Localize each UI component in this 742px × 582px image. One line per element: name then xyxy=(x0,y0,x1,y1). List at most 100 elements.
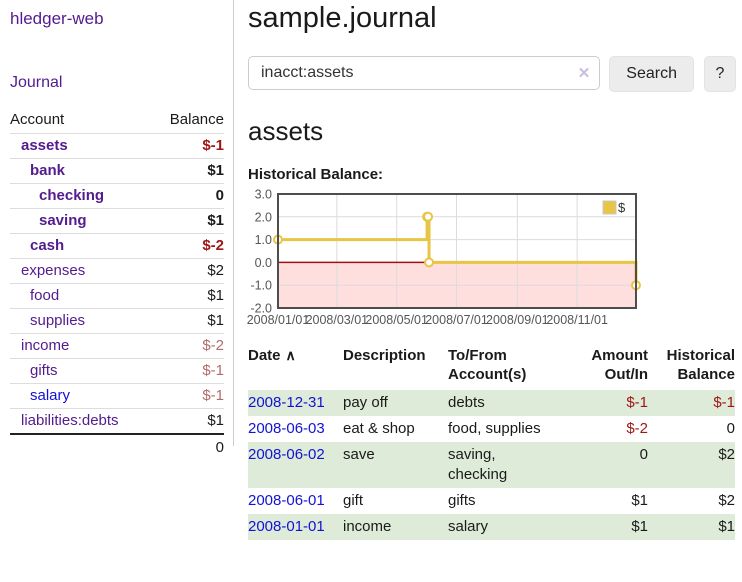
accounts-body: assets $-1 bank $1 checking 0 saving $1 cash $-2 e… xyxy=(10,133,224,434)
transaction-date-link[interactable]: 2008-06-03 xyxy=(248,420,325,437)
y-axis-tick-label: 3.0 xyxy=(255,188,272,202)
x-axis-tick-label: 2008/05/01 xyxy=(365,313,428,327)
search-input[interactable] xyxy=(248,56,601,90)
account-balance: $-1 xyxy=(152,358,224,384)
register-col-description: Description xyxy=(343,346,448,390)
account-row: income $-2 xyxy=(10,333,224,359)
register-header-row: Date ∧ Description To/From Account(s) Amount O… xyxy=(248,346,735,390)
account-row: supplies $1 xyxy=(10,308,224,334)
sidebar-account-assets[interactable]: assets xyxy=(21,137,68,154)
sidebar-account-checking[interactable]: checking xyxy=(39,187,105,204)
transaction-amount: $-2 xyxy=(626,420,648,437)
account-balance: $1 xyxy=(152,308,224,334)
data-point-marker xyxy=(424,257,435,268)
transaction-balance: $1 xyxy=(718,518,735,535)
transaction-balance: $-1 xyxy=(713,394,735,411)
x-axis-tick-label: 2008/03/01 xyxy=(306,313,369,327)
account-row: cash $-2 xyxy=(10,233,224,259)
register-col-date: Date ∧ xyxy=(248,346,343,390)
register-col-label: Out/In xyxy=(604,366,648,383)
chart-title: Historical Balance: xyxy=(248,166,384,183)
y-axis-tick-label: 0.0 xyxy=(255,256,272,270)
sidebar-account-liabilities-debts[interactable]: liabilities:debts xyxy=(21,412,119,429)
account-balance: $1 xyxy=(152,158,224,184)
account-row: salary $-1 xyxy=(10,383,224,409)
account-balance: $-1 xyxy=(152,383,224,409)
account-balance: $-2 xyxy=(152,233,224,259)
transaction-description: eat & shop xyxy=(343,420,415,437)
transaction-row: 2008-01-01 income salary $1 $1 xyxy=(248,514,735,540)
sidebar-account-supplies[interactable]: supplies xyxy=(30,312,86,329)
account-balance: $1 xyxy=(152,208,224,234)
transaction-row: 2008-06-01 gift gifts $1 $2 xyxy=(248,488,735,514)
x-axis-tick-label: 2008/07/01 xyxy=(425,313,488,327)
register-col-label: Description xyxy=(343,347,426,364)
sidebar-item-journal[interactable]: Journal xyxy=(10,74,63,91)
y-axis-tick-label: 2.0 xyxy=(255,210,272,224)
data-point-marker xyxy=(423,211,434,222)
transaction-description: income xyxy=(343,518,392,535)
transaction-row: 2008-06-03 eat & shop food, supplies $-2 0 xyxy=(248,416,735,442)
sidebar: hledger-web Journal Account Balance asse… xyxy=(0,0,234,461)
accounts-table: Account Balance assets $-1 bank $1 checking 0… xyxy=(10,108,224,461)
app-brand[interactable]: hledger-web xyxy=(10,9,104,28)
register-col-amount-out-in: Amount Out/In xyxy=(566,346,648,390)
register-col-label: Balance xyxy=(677,366,735,383)
sidebar-account-income[interactable]: income xyxy=(21,337,70,354)
sidebar-account-saving[interactable]: saving xyxy=(39,212,87,229)
transaction-balance: $2 xyxy=(718,492,735,509)
transaction-description: gift xyxy=(343,492,364,509)
transaction-accounts: salary xyxy=(448,518,489,535)
account-row: expenses $2 xyxy=(10,258,224,284)
y-axis-tick-label: -2.0 xyxy=(250,302,272,316)
sidebar-account-salary[interactable]: salary xyxy=(30,387,71,404)
account-row: bank $1 xyxy=(10,158,224,184)
register-col-label: Amount xyxy=(591,347,648,364)
register-col-label: Date xyxy=(248,347,281,364)
account-balance: $2 xyxy=(152,258,224,284)
transaction-date-link[interactable]: 2008-01-01 xyxy=(248,518,325,535)
page-title: sample.journal xyxy=(248,2,437,34)
search-form: ✕ Search ? xyxy=(248,56,736,92)
transaction-accounts: food, supplies xyxy=(448,420,541,437)
register-col-label: To/From xyxy=(448,347,507,364)
account-row: checking 0 xyxy=(10,183,224,209)
plot-border xyxy=(277,193,637,309)
register-body: 2008-12-31 pay off debts $-1 $-1 2008-06-03 ea… xyxy=(248,390,735,540)
accounts-header-row: Account Balance xyxy=(10,108,224,134)
main-content: sample.journal ✕ Search ? assets Histori… xyxy=(247,0,736,540)
account-balance: 0 xyxy=(152,183,224,209)
transaction-amount: $1 xyxy=(631,518,648,535)
sidebar-account-gifts[interactable]: gifts xyxy=(30,362,58,379)
transaction-accounts: saving, checking xyxy=(448,446,508,483)
sidebar-account-bank[interactable]: bank xyxy=(30,162,66,179)
register-col-label: Account(s) xyxy=(448,366,527,383)
account-row: gifts $-1 xyxy=(10,358,224,384)
sidebar-account-cash[interactable]: cash xyxy=(30,237,65,254)
transaction-balance: 0 xyxy=(726,420,735,437)
transaction-date-link[interactable]: 2008-12-31 xyxy=(248,394,325,411)
transaction-amount: 0 xyxy=(639,446,648,463)
sort-ascending-icon: ∧ xyxy=(285,347,296,363)
account-row: saving $1 xyxy=(10,208,224,234)
transaction-date-link[interactable]: 2008-06-02 xyxy=(248,446,325,463)
search-button[interactable]: Search xyxy=(609,56,694,92)
help-button[interactable]: ? xyxy=(704,56,736,92)
transaction-balance: $2 xyxy=(718,446,735,463)
register-col-historical-balance: Historical Balance xyxy=(648,346,735,390)
account-row: food $1 xyxy=(10,283,224,309)
transaction-date-link[interactable]: 2008-06-01 xyxy=(248,492,325,509)
y-axis-tick-label: -1.0 xyxy=(250,279,272,293)
account-row: assets $-1 xyxy=(10,133,224,159)
y-axis-tick-label: 1.0 xyxy=(255,233,272,247)
transaction-amount: $-1 xyxy=(626,394,648,411)
sidebar-account-food[interactable]: food xyxy=(30,287,60,304)
account-balance: $-1 xyxy=(152,133,224,159)
clear-search-icon[interactable]: ✕ xyxy=(577,65,591,82)
register-col-to-from-account-s-: To/From Account(s) xyxy=(448,346,566,390)
balance-chart: $3.0 2.0 1.0 0.0 -1.0 -2.0 2008/01/01 2008/03/0… xyxy=(247,188,736,332)
x-axis-tick-label: 2008/01/01 xyxy=(247,313,310,327)
sidebar-account-expenses[interactable]: expenses xyxy=(21,262,86,279)
x-axis-tick-label: 2008/11/01 xyxy=(546,313,608,327)
register-table: Date ∧ Description To/From Account(s) Amount O… xyxy=(248,346,735,540)
